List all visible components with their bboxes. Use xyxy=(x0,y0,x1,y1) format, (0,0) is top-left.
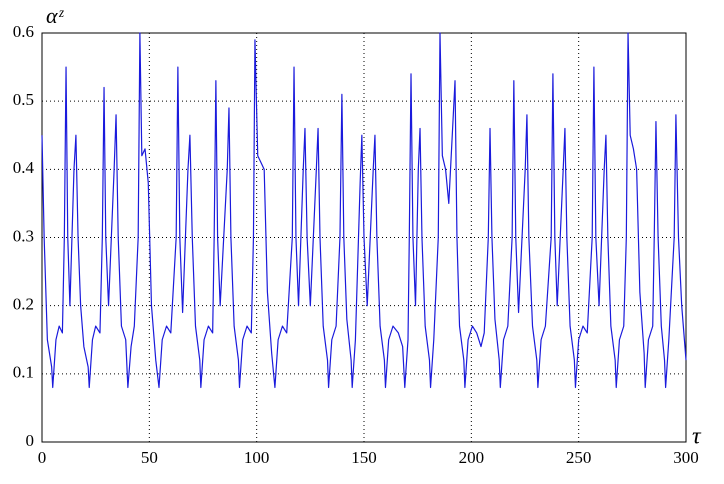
x-tick-label: 250 xyxy=(566,448,592,467)
x-axis-label: τ xyxy=(692,424,702,450)
y-axis-label: αᶻ xyxy=(46,3,65,28)
x-tick-label: 300 xyxy=(673,448,699,467)
line xyxy=(41,32,687,389)
y-tick-label: 0.3 xyxy=(13,226,34,245)
y-tick-label: 0.6 xyxy=(13,22,34,41)
y-tick-label: 0.2 xyxy=(13,295,34,314)
y-tick-label: 0 xyxy=(26,431,35,450)
x-tick-label: 200 xyxy=(459,448,485,467)
y-tick-label: 0.1 xyxy=(13,363,34,382)
x-tick-label: 0 xyxy=(38,448,47,467)
x-tick-label: 50 xyxy=(141,448,158,467)
y-tick-label: 0.5 xyxy=(13,90,34,109)
y-tick-label: 0.4 xyxy=(13,158,35,177)
x-tick-label: 100 xyxy=(244,448,270,467)
x-tick-label: 150 xyxy=(351,448,377,467)
